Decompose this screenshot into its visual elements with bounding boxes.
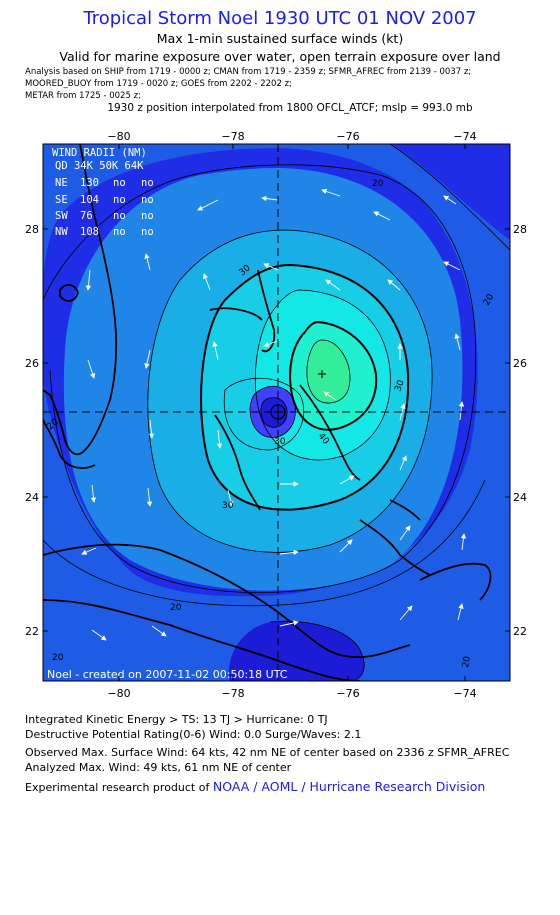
cuba-north-coast <box>43 543 411 659</box>
contour-eye-30 <box>223 377 305 451</box>
lake-okeechobee <box>59 284 79 302</box>
wind-radii-r64: no <box>141 177 154 189</box>
contour-eye-2 <box>260 397 288 428</box>
contour-label: 30 <box>393 379 406 393</box>
exumas <box>359 519 431 576</box>
lat-tick-label: 24 <box>25 491 39 504</box>
axis-ticks <box>43 144 510 681</box>
contour-30 <box>200 263 410 511</box>
page-title: Tropical Storm Noel 1930 UTC 01 NOV 2007 <box>83 8 477 29</box>
wind-radii-qd: SW <box>55 210 68 222</box>
subtitle-wind-type: Max 1-min sustained surface winds (kt) <box>156 31 404 46</box>
wind-radii-qd: SE <box>55 194 68 206</box>
lon-tick-label: −80 <box>107 687 130 700</box>
interpolation-note: 1930 z position interpolated from 1800 O… <box>107 102 473 114</box>
contour-label-group: 20 20 20 20 30 30 30 30 40 20 20 <box>46 179 497 669</box>
wind-radii-r50: no <box>113 194 126 206</box>
credit-prefix: Experimental research product of <box>25 781 213 794</box>
wind-radii-r34: 130 <box>80 177 99 189</box>
contour-25 <box>147 229 433 553</box>
lat-tick-label: 28 <box>513 223 527 236</box>
credit-line: Experimental research product of NOAA / … <box>25 779 485 794</box>
hrd-link[interactable]: NOAA / AOML / Hurricane Research Divisio… <box>212 779 486 794</box>
lat-tick-label: 26 <box>25 357 39 370</box>
florida-east-coast <box>43 144 118 456</box>
lat-tick-label: 26 <box>513 357 527 370</box>
wind-band-15 <box>43 144 510 681</box>
wind-radii-qd: NE <box>55 177 68 189</box>
florida-keys <box>43 419 96 469</box>
contour-20-outer <box>43 164 477 593</box>
wind-radii-r64: no <box>141 194 154 206</box>
contour-40 <box>289 320 378 431</box>
contour-label: 30 <box>274 437 286 447</box>
abaco-island <box>257 269 276 353</box>
plot-frame <box>42 143 511 682</box>
grand-bahama <box>209 307 263 321</box>
observed-max-wind: Observed Max. Surface Wind: 64 kts, 42 n… <box>25 746 510 759</box>
storm-center-marker <box>270 404 286 420</box>
lon-tick-label: −78 <box>221 687 244 700</box>
analyzed-max-wind: Analyzed Max. Wind: 49 kts, 61 nm NE of … <box>25 761 292 774</box>
eleuthera <box>299 384 361 481</box>
lon-tick-label: −76 <box>336 687 359 700</box>
wind-radii-r50: no <box>113 226 126 238</box>
cuba-south-coast <box>43 599 361 681</box>
lat-tick-label: 24 <box>513 491 527 504</box>
contour-15 <box>43 479 486 607</box>
axis-labels: −80 −78 −76 −74 −80 −78 −76 −74 28 26 24… <box>25 130 527 700</box>
source-line-1: Analysis based on SHIP from 1719 - 0000 … <box>25 67 472 77</box>
created-stamp: Noel - created on 2007-11-02 00:50:18 UT… <box>47 668 288 681</box>
long-island <box>389 499 421 521</box>
wind-radii-r34: 108 <box>80 226 99 238</box>
ike-line: Integrated Kinetic Energy > TS: 13 TJ > … <box>25 713 328 726</box>
contour-lines <box>43 144 510 681</box>
wind-radii-header: QD 34K 50K 64K <box>55 160 144 172</box>
source-line-2: MOORED_BUOY from 1719 - 0020 z; GOES fro… <box>25 79 292 89</box>
wind-radii-title: WIND RADII (NM) <box>52 147 147 159</box>
wind-radii-table: WIND RADII (NM) QD 34K 50K 64K NE 130 no… <box>52 147 154 238</box>
wind-band-low <box>228 621 365 681</box>
lon-tick-label: −74 <box>453 687 476 700</box>
wind-arrows <box>81 188 467 641</box>
contour-15-ne <box>389 144 510 251</box>
wind-field <box>43 144 510 681</box>
contour-label: 20 <box>461 655 473 668</box>
lon-tick-label: −74 <box>453 130 476 143</box>
contour-label: 20 <box>372 179 384 189</box>
wind-radii-r50: no <box>113 177 126 189</box>
contour-label: 20 <box>170 603 182 613</box>
wind-band-45 <box>306 340 350 404</box>
source-line-3: METAR from 1725 - 0025 z; <box>25 91 141 101</box>
andros-island <box>214 414 261 511</box>
lat-tick-label: 22 <box>25 625 39 638</box>
dpr-line: Destructive Potential Rating(0-6) Wind: … <box>25 728 362 741</box>
contour-45 <box>306 339 351 404</box>
subtitle-exposure: Valid for marine exposure over water, op… <box>59 49 501 64</box>
lon-tick-label: −76 <box>336 130 359 143</box>
wind-radii-r64: no <box>141 226 154 238</box>
contour-label: 30 <box>222 501 234 511</box>
lon-tick-label: −80 <box>107 130 130 143</box>
contour-low <box>269 620 365 681</box>
lat-tick-label: 22 <box>513 625 527 638</box>
wind-radii-r50: no <box>113 210 126 222</box>
wind-radii-qd: NW <box>55 226 68 238</box>
hispaniola <box>419 562 492 601</box>
wind-map: 20 20 20 20 30 30 30 30 40 20 20 WIND RA… <box>25 130 527 700</box>
coastlines <box>43 144 492 681</box>
wind-radii-r34: 104 <box>80 194 99 206</box>
lat-tick-label: 28 <box>25 223 39 236</box>
lon-tick-label: −78 <box>221 130 244 143</box>
contour-label: 20 <box>52 653 64 663</box>
contour-eye-1 <box>249 386 296 438</box>
wind-radii-r34: 76 <box>80 210 93 222</box>
wind-radii-r64: no <box>141 210 154 222</box>
